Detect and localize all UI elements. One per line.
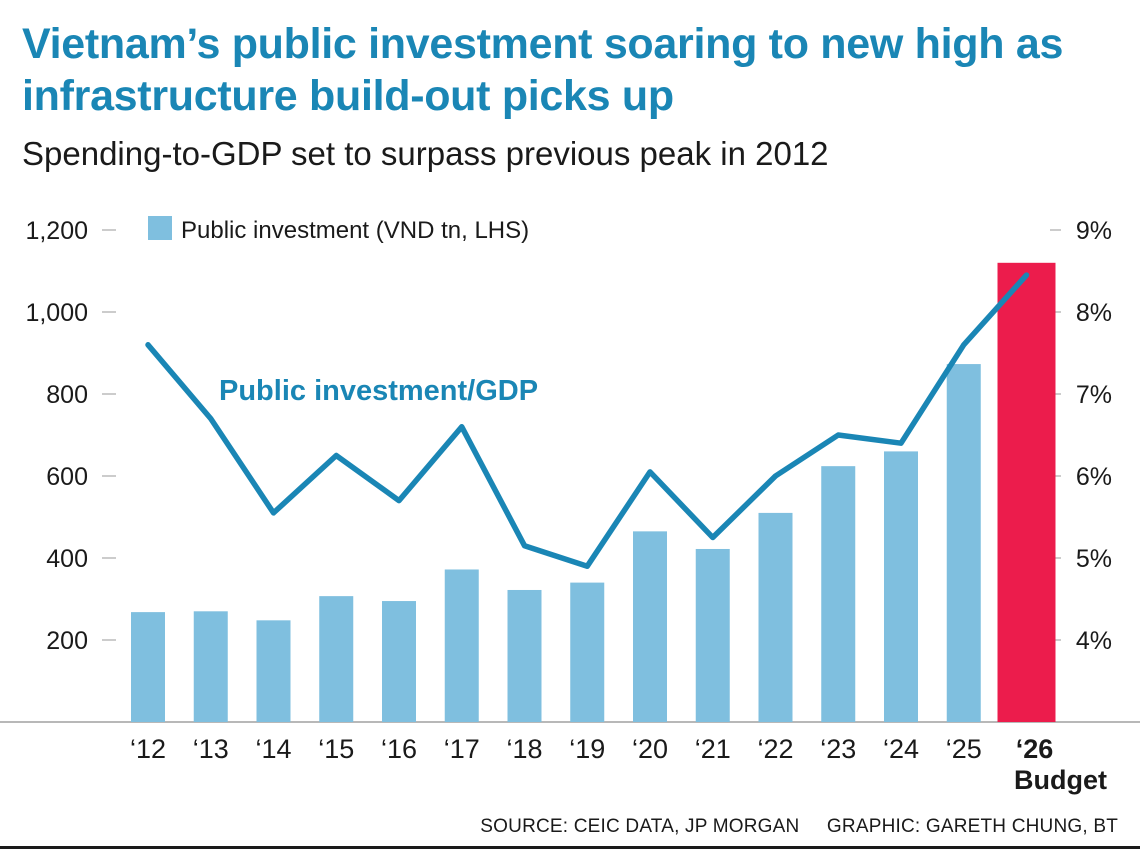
x-tick-label: ‘16 (381, 734, 417, 764)
bar (570, 582, 605, 722)
y-right-tick-label: 5% (1076, 545, 1112, 573)
x-tick-label: ‘13 (193, 734, 229, 764)
x-tick-label: ‘12 (130, 734, 166, 764)
x-tick-label: ‘14 (255, 734, 291, 764)
y-right-tick-label: 7% (1076, 381, 1112, 409)
x-tick-label: ‘15 (318, 734, 354, 764)
bar (382, 601, 416, 722)
bar (131, 612, 165, 722)
y-right-tick-label: 4% (1076, 627, 1112, 655)
y-left-tick-label: 600 (46, 463, 88, 491)
y-left-tick-label: 1,200 (25, 217, 88, 245)
x-tick-label: ‘23 (820, 734, 856, 764)
chart-title: Vietnam’s public investment soaring to n… (22, 20, 1064, 120)
bar (256, 620, 291, 722)
x-tick-label: ‘24 (883, 734, 919, 764)
x-tick-label: ‘17 (444, 734, 480, 764)
bar (997, 262, 1056, 722)
x-tick-label: ‘26 (1016, 734, 1054, 764)
y-right-tick-label: 8% (1076, 299, 1112, 327)
bar (758, 512, 793, 722)
bar (821, 466, 856, 722)
x-tick-label: ‘20 (632, 734, 668, 764)
bar (695, 548, 730, 722)
bar (193, 611, 228, 722)
bar (507, 589, 542, 722)
x-tick-label: ‘25 (946, 734, 982, 764)
source-text: SOURCE: CEIC DATA, JP MORGAN (480, 816, 800, 837)
labels-layer: 200 400 600 800 1,000 1,200 4% 5% 6% 7% 8% 9% Public… (25, 216, 1112, 795)
y-left-tick-label: 1,000 (25, 299, 88, 327)
source-note: SOURCE: CEIC DATA, JP MORGAN GRAPHIC: GA… (480, 816, 1118, 838)
y-left-tick-label: 800 (46, 381, 88, 409)
line-series-layer (145, 272, 1030, 569)
bar (884, 451, 918, 722)
line-series-label: Public investment/GDP (219, 375, 538, 407)
bar (946, 364, 981, 722)
bar (319, 596, 354, 722)
x-tick-label: ‘18 (506, 734, 542, 764)
x-tick-label: ‘21 (695, 734, 731, 764)
bars-layer (131, 262, 1056, 722)
credit-text: GRAPHIC: GARETH CHUNG, BT (826, 816, 1118, 837)
y-right-tick-label: 9% (1076, 217, 1112, 245)
x-tick-label: ‘22 (757, 734, 793, 764)
y-left-tick-label: 400 (46, 545, 88, 573)
bar (633, 531, 667, 722)
chart-subtitle: Spending-to-GDP set to surpass previous … (22, 135, 829, 172)
x-tick-label: ‘19 (569, 734, 605, 764)
bar (444, 569, 479, 722)
bottom-rule (0, 846, 1140, 849)
x-tick-note-label: Budget (1014, 765, 1107, 795)
legend-swatch (148, 216, 172, 240)
y-right-tick-label: 6% (1076, 463, 1112, 491)
y-left-tick-label: 200 (46, 627, 88, 655)
legend-label: Public investment (VND tn, LHS) (181, 217, 529, 244)
